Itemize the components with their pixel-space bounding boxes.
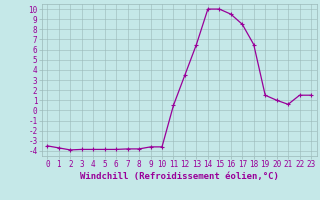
X-axis label: Windchill (Refroidissement éolien,°C): Windchill (Refroidissement éolien,°C): [80, 172, 279, 181]
